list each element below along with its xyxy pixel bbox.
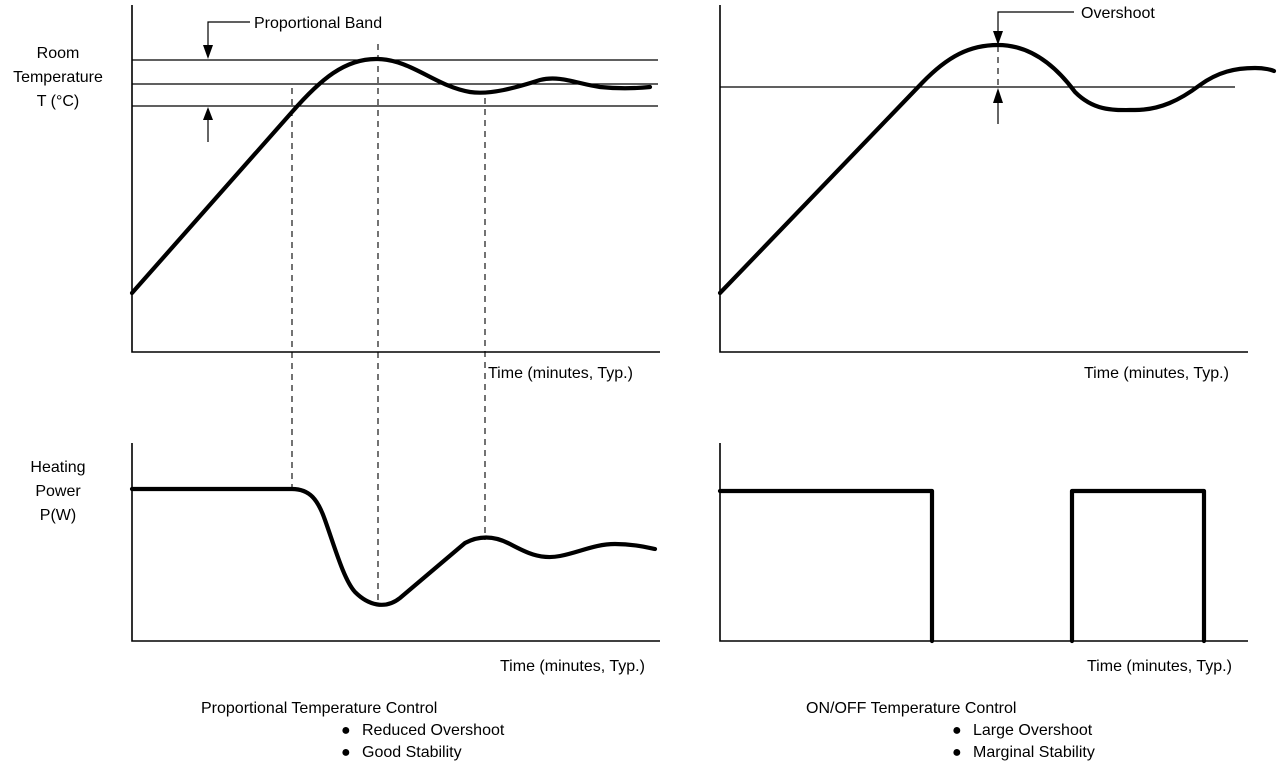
proportional-caption-bullet-2-marker: ● (341, 744, 351, 761)
proportional-power-xlabel: Time (minutes, Typ.) (500, 658, 645, 675)
proportional-band-callout (203, 21, 250, 142)
onoff-temperature-curve (717, 42, 1277, 296)
proportional-guide-lines (291, 44, 486, 604)
onoff-temperature-xlabel: Time (minutes, Typ.) (1084, 365, 1229, 382)
power-ylabel-line3: P(W) (40, 507, 76, 524)
proportional-power-axes (131, 443, 660, 642)
power-ylabel-line1: Heating (30, 459, 85, 476)
onoff-power-axes (719, 443, 1248, 642)
onoff-caption-bullet-2: Marginal Stability (973, 744, 1095, 761)
proportional-temperature-xlabel: Time (minutes, Typ.) (488, 365, 633, 382)
onoff-caption-title: ON/OFF Temperature Control (806, 700, 1016, 717)
temperature-ylabel-line3: T (°C) (37, 93, 80, 110)
proportional-power-curve (129, 486, 658, 607)
onoff-caption-bullet-1: Large Overshoot (973, 722, 1093, 739)
proportional-temperature-axes (131, 5, 660, 353)
overshoot-callout (993, 11, 1074, 124)
temperature-ylabel-line1: Room (37, 45, 80, 62)
proportional-band-label: Proportional Band (254, 15, 382, 32)
proportional-caption-bullet-2: Good Stability (362, 744, 462, 761)
proportional-temperature-curve (129, 56, 653, 296)
onoff-caption-bullet-2-marker: ● (952, 744, 962, 761)
proportional-caption-title: Proportional Temperature Control (201, 700, 437, 717)
onoff-caption-bullet-1-marker: ● (952, 722, 962, 739)
temperature-ylabel-line2: Temperature (13, 69, 103, 86)
proportional-caption-bullet-1: Reduced Overshoot (362, 722, 505, 739)
proportional-caption-bullet-1-marker: ● (341, 722, 351, 739)
onoff-power-curve (717, 488, 1207, 644)
onoff-power-xlabel: Time (minutes, Typ.) (1087, 658, 1232, 675)
power-ylabel-line2: Power (35, 483, 81, 500)
onoff-temperature-axes (719, 5, 1248, 353)
overshoot-label: Overshoot (1081, 5, 1155, 22)
